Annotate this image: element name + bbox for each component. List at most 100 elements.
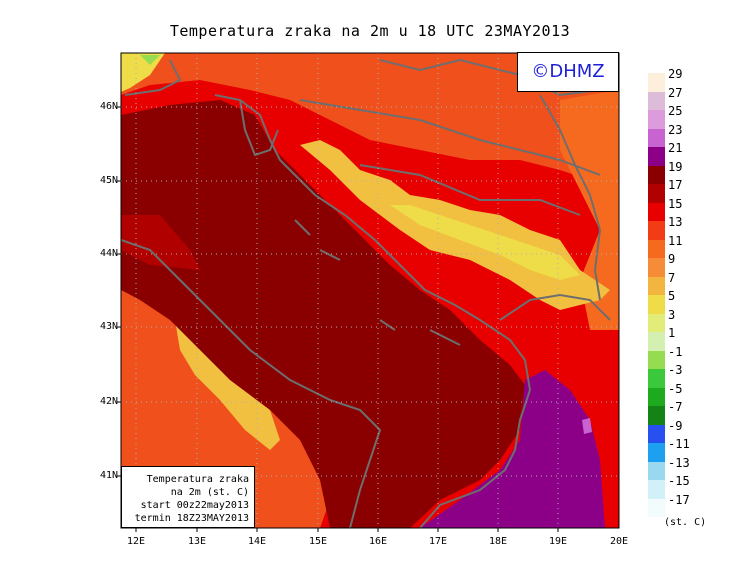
legend-swatch bbox=[648, 461, 665, 480]
legend-swatch bbox=[648, 406, 665, 425]
legend-row: 19 bbox=[648, 160, 682, 184]
legend-row: 3 bbox=[648, 308, 682, 332]
info-line: Temperatura zraka bbox=[146, 474, 249, 485]
legend-swatch bbox=[648, 295, 665, 314]
lon-label: 19E bbox=[548, 536, 568, 547]
coastlines bbox=[121, 58, 611, 528]
legend-row: 21 bbox=[648, 141, 682, 166]
legend-label: 27 bbox=[668, 85, 683, 100]
info-box: Temperatura zraka na 2m (st. C) start 00… bbox=[121, 466, 255, 528]
info-line: start 00z22may2013 bbox=[140, 500, 249, 511]
land-alps-corner bbox=[121, 53, 165, 92]
lon-label: 16E bbox=[368, 536, 388, 547]
inner-border-3 bbox=[379, 58, 601, 97]
legend-row: -9 bbox=[648, 419, 682, 443]
legend-label: 11 bbox=[668, 233, 683, 248]
legend-swatch bbox=[648, 202, 665, 221]
lat-label: 45N bbox=[99, 175, 118, 186]
land-purple-albania bbox=[420, 370, 605, 528]
lon-label: 15E bbox=[308, 536, 328, 547]
istria bbox=[239, 99, 279, 157]
legend-row: 1 bbox=[648, 326, 682, 351]
legend-swatch bbox=[648, 498, 665, 517]
italy-east-coast bbox=[121, 59, 382, 528]
lon-label: 17E bbox=[428, 536, 448, 547]
lon-label: 13E bbox=[187, 536, 207, 547]
legend-label: 25 bbox=[668, 104, 683, 118]
legend-row: 17 bbox=[648, 178, 682, 203]
legend-row: 25 bbox=[648, 104, 682, 129]
info-line: termin 18Z23MAY2013 bbox=[134, 513, 249, 524]
inner-border-4 bbox=[359, 164, 581, 216]
legend-swatch bbox=[648, 443, 665, 462]
legend-label: -3 bbox=[668, 363, 683, 377]
legend-label: 7 bbox=[668, 270, 676, 285]
legend-label: 17 bbox=[668, 178, 683, 192]
legend-swatch bbox=[648, 332, 665, 351]
legend-swatch bbox=[648, 350, 665, 369]
legend-label: 1 bbox=[668, 326, 676, 340]
legend-row: 27 bbox=[648, 86, 682, 110]
legend-swatch bbox=[648, 91, 665, 110]
legend-row: 5 bbox=[648, 289, 682, 314]
legend-label: 13 bbox=[668, 215, 683, 229]
legend-swatch bbox=[648, 128, 665, 147]
legend-label: -17 bbox=[668, 492, 690, 507]
axis-ticks bbox=[117, 106, 559, 532]
info-line: na 2m (st. C) bbox=[170, 487, 249, 498]
legend-swatch bbox=[648, 221, 665, 240]
lat-label: 41N bbox=[99, 470, 118, 481]
legend-swatch bbox=[648, 258, 665, 277]
land-orange-east bbox=[560, 90, 619, 330]
legend-swatch bbox=[648, 73, 665, 92]
legend-row: 13 bbox=[648, 215, 682, 240]
legend-label: -1 bbox=[668, 344, 683, 359]
lat-label: 46N bbox=[99, 101, 118, 112]
legend-row: -13 bbox=[648, 456, 690, 480]
legend-swatch bbox=[648, 147, 665, 166]
inner-border-5 bbox=[499, 293, 611, 321]
lon-label: 12E bbox=[126, 536, 146, 547]
legend-label: -15 bbox=[668, 474, 690, 488]
land-alps-green bbox=[140, 55, 160, 65]
legend-label: -7 bbox=[668, 400, 683, 414]
legend-swatch bbox=[648, 387, 665, 406]
map-title: Temperatura zraka na 2m u 18 UTC 23MAY20… bbox=[169, 22, 571, 40]
land-orange-north bbox=[121, 53, 619, 190]
adriatic-sea bbox=[121, 100, 525, 528]
legend-row: -1 bbox=[648, 345, 682, 369]
legend-label: 23 bbox=[668, 122, 683, 137]
lat-label: 44N bbox=[99, 248, 118, 259]
legend-label: -13 bbox=[668, 455, 690, 470]
legend-swatch bbox=[648, 110, 665, 129]
islands-1 bbox=[294, 219, 461, 346]
legend-row: -11 bbox=[648, 437, 690, 462]
legend-row: 7 bbox=[648, 271, 682, 295]
legend-row: -7 bbox=[648, 400, 682, 425]
legend-row: -5 bbox=[648, 382, 682, 406]
legend-swatch bbox=[648, 239, 665, 258]
legend-row: -15 bbox=[648, 474, 690, 499]
lon-label: 14E bbox=[247, 536, 267, 547]
legend-swatch bbox=[648, 165, 665, 184]
legend-label: 19 bbox=[668, 159, 683, 174]
land-italy-yellow bbox=[175, 320, 280, 450]
land-po-dark bbox=[121, 215, 200, 270]
inner-border-2 bbox=[539, 94, 602, 301]
legend-label: 9 bbox=[668, 252, 676, 266]
legend-row: 11 bbox=[648, 234, 682, 258]
lat-lon-grid bbox=[121, 53, 619, 528]
legend-swatch bbox=[648, 369, 665, 388]
albania-coast bbox=[419, 389, 531, 528]
lon-label: 18E bbox=[488, 536, 508, 547]
lat-label: 42N bbox=[99, 396, 118, 407]
legend-label: 21 bbox=[668, 141, 683, 155]
croatia-coast bbox=[214, 94, 531, 391]
legend-swatch bbox=[648, 276, 665, 295]
map-frame bbox=[120, 52, 620, 529]
legend-unit: (st. C) bbox=[664, 517, 707, 528]
lat-label: 43N bbox=[99, 321, 118, 332]
legend-label: 29 bbox=[668, 67, 683, 81]
legend-row: -3 bbox=[648, 363, 682, 388]
